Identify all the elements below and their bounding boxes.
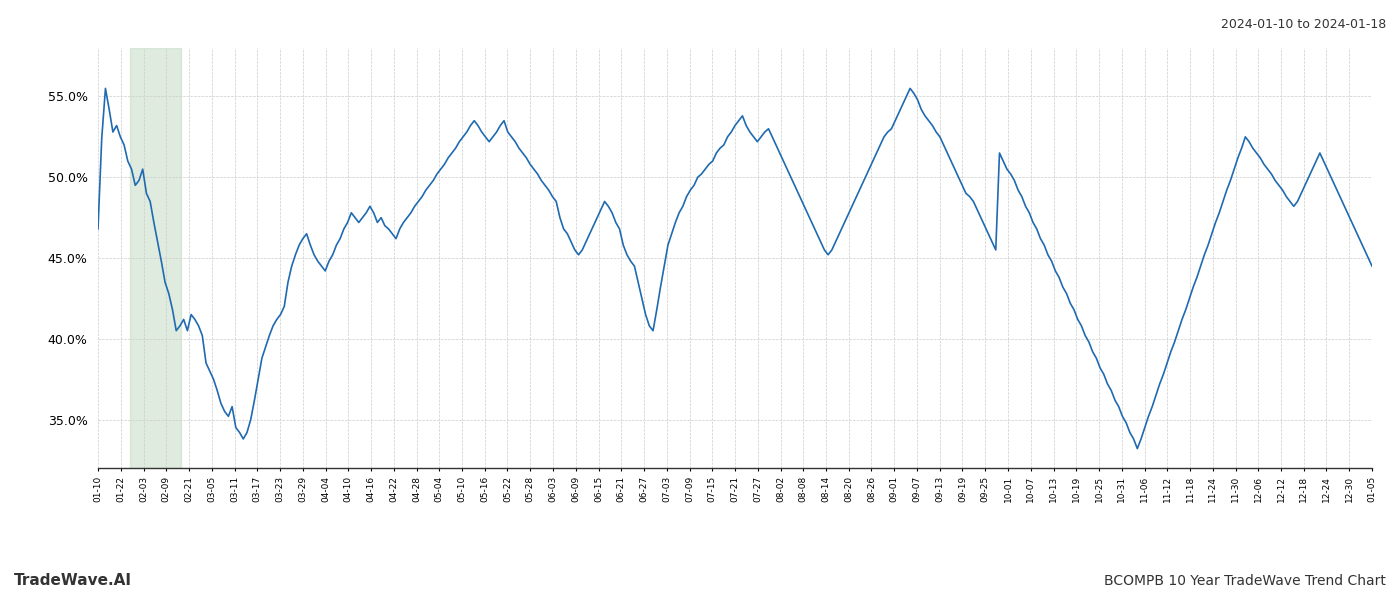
- Text: TradeWave.AI: TradeWave.AI: [14, 573, 132, 588]
- Bar: [130, 48, 181, 468]
- Text: 2024-01-10 to 2024-01-18: 2024-01-10 to 2024-01-18: [1221, 18, 1386, 31]
- Text: BCOMPB 10 Year TradeWave Trend Chart: BCOMPB 10 Year TradeWave Trend Chart: [1105, 574, 1386, 588]
